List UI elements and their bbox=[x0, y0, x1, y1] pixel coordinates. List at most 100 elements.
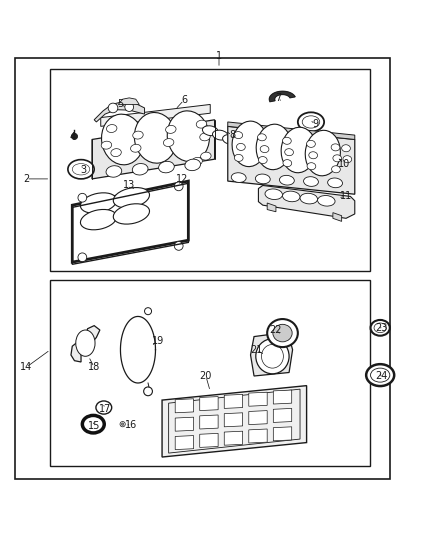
Ellipse shape bbox=[166, 125, 176, 133]
Ellipse shape bbox=[113, 188, 149, 208]
Text: 22: 22 bbox=[270, 325, 282, 335]
Text: 11: 11 bbox=[340, 191, 352, 201]
Bar bbox=[15, 59, 390, 479]
Ellipse shape bbox=[232, 121, 267, 167]
Polygon shape bbox=[101, 104, 210, 126]
Text: 18: 18 bbox=[88, 362, 100, 372]
Ellipse shape bbox=[298, 112, 324, 132]
Polygon shape bbox=[162, 386, 307, 457]
Ellipse shape bbox=[231, 173, 246, 182]
Text: 9: 9 bbox=[312, 119, 318, 129]
Text: 21: 21 bbox=[250, 345, 262, 355]
Polygon shape bbox=[249, 392, 267, 406]
Ellipse shape bbox=[133, 131, 143, 139]
Text: 3: 3 bbox=[80, 165, 86, 175]
Polygon shape bbox=[118, 98, 139, 104]
Polygon shape bbox=[94, 102, 145, 122]
Polygon shape bbox=[71, 326, 100, 362]
Polygon shape bbox=[249, 429, 267, 443]
Ellipse shape bbox=[258, 157, 267, 164]
Ellipse shape bbox=[305, 130, 340, 176]
Ellipse shape bbox=[331, 144, 340, 151]
Ellipse shape bbox=[254, 147, 270, 156]
Polygon shape bbox=[251, 333, 293, 376]
Polygon shape bbox=[200, 415, 218, 429]
Ellipse shape bbox=[237, 143, 245, 150]
Ellipse shape bbox=[106, 125, 117, 133]
Polygon shape bbox=[228, 126, 355, 194]
Ellipse shape bbox=[234, 132, 243, 139]
Ellipse shape bbox=[96, 401, 112, 414]
Ellipse shape bbox=[328, 178, 343, 188]
Ellipse shape bbox=[261, 344, 283, 368]
Ellipse shape bbox=[223, 134, 238, 144]
Text: 8: 8 bbox=[229, 130, 235, 140]
Polygon shape bbox=[273, 390, 292, 404]
Text: 17: 17 bbox=[99, 404, 111, 414]
Polygon shape bbox=[267, 203, 276, 212]
Circle shape bbox=[145, 308, 152, 314]
Polygon shape bbox=[175, 435, 194, 449]
Ellipse shape bbox=[132, 164, 148, 175]
Ellipse shape bbox=[196, 120, 207, 128]
Ellipse shape bbox=[281, 127, 316, 173]
Bar bbox=[50, 69, 370, 271]
Polygon shape bbox=[200, 433, 218, 447]
Ellipse shape bbox=[265, 189, 283, 199]
Circle shape bbox=[125, 103, 134, 111]
Polygon shape bbox=[92, 120, 215, 179]
Text: 14: 14 bbox=[20, 362, 32, 372]
Ellipse shape bbox=[113, 204, 149, 224]
Polygon shape bbox=[228, 122, 355, 140]
Circle shape bbox=[71, 133, 78, 140]
Ellipse shape bbox=[283, 159, 292, 167]
Text: 16: 16 bbox=[125, 421, 138, 431]
Circle shape bbox=[78, 253, 87, 262]
Ellipse shape bbox=[106, 166, 122, 177]
Text: 5: 5 bbox=[117, 100, 124, 109]
Ellipse shape bbox=[371, 368, 390, 382]
Ellipse shape bbox=[342, 145, 350, 152]
Ellipse shape bbox=[267, 319, 298, 347]
Ellipse shape bbox=[283, 138, 291, 144]
Ellipse shape bbox=[81, 193, 117, 213]
Ellipse shape bbox=[343, 156, 352, 163]
Circle shape bbox=[78, 193, 87, 202]
Ellipse shape bbox=[81, 209, 117, 230]
Polygon shape bbox=[249, 410, 267, 425]
Ellipse shape bbox=[304, 176, 318, 187]
Ellipse shape bbox=[201, 152, 211, 160]
Ellipse shape bbox=[68, 159, 94, 179]
Circle shape bbox=[108, 103, 118, 113]
Ellipse shape bbox=[212, 130, 228, 140]
Ellipse shape bbox=[102, 114, 144, 165]
Polygon shape bbox=[224, 394, 243, 408]
Ellipse shape bbox=[309, 152, 318, 159]
Circle shape bbox=[121, 423, 124, 425]
Circle shape bbox=[144, 387, 152, 395]
Text: 6: 6 bbox=[181, 95, 187, 105]
Bar bbox=[50, 280, 370, 466]
Text: 7: 7 bbox=[275, 93, 281, 103]
Circle shape bbox=[174, 241, 183, 251]
Ellipse shape bbox=[244, 142, 260, 152]
Polygon shape bbox=[224, 413, 243, 427]
Text: 12: 12 bbox=[176, 174, 188, 184]
Ellipse shape bbox=[307, 140, 315, 147]
Text: 15: 15 bbox=[88, 422, 100, 431]
Polygon shape bbox=[273, 427, 292, 441]
Ellipse shape bbox=[256, 124, 291, 169]
Text: 23: 23 bbox=[375, 323, 387, 333]
Ellipse shape bbox=[256, 339, 289, 374]
Ellipse shape bbox=[111, 149, 121, 157]
Ellipse shape bbox=[76, 330, 95, 356]
Ellipse shape bbox=[279, 175, 294, 185]
Ellipse shape bbox=[131, 144, 141, 152]
Ellipse shape bbox=[332, 166, 340, 173]
Polygon shape bbox=[175, 399, 194, 413]
Ellipse shape bbox=[134, 112, 177, 163]
Polygon shape bbox=[72, 181, 188, 262]
Ellipse shape bbox=[192, 157, 202, 165]
Ellipse shape bbox=[255, 174, 270, 184]
Ellipse shape bbox=[318, 196, 335, 206]
